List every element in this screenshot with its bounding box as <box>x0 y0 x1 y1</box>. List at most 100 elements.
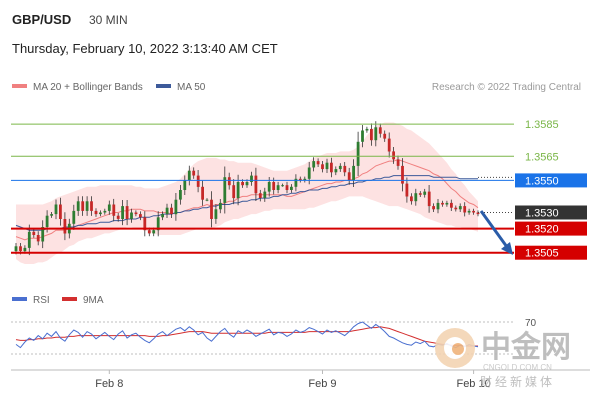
timeframe-label: 30 MIN <box>89 13 128 27</box>
candle <box>210 191 213 228</box>
candle <box>276 181 280 194</box>
candle <box>303 176 307 183</box>
level-label-support: 1.3520 <box>525 224 559 236</box>
candle <box>356 131 360 176</box>
ma50-legend-swatch <box>156 84 171 88</box>
datetime-label: Thursday, February 10, 2022 3:13:40 AM C… <box>12 41 278 56</box>
candlestick-layer <box>14 121 480 256</box>
ma20-legend-label: MA 20 + Bollinger Bands <box>33 82 143 93</box>
candle <box>27 224 31 256</box>
x-axis-ticks: Feb 8 Feb 9 Feb 10 <box>95 370 491 390</box>
rsi-line <box>15 321 479 349</box>
candle <box>41 220 45 249</box>
level-label-current: 1.3530 <box>525 208 559 220</box>
candle <box>103 208 107 215</box>
candle <box>139 211 142 221</box>
price-level-layer: 1.3585 1.3565 1.3550 1.3530 1.3520 1.3505 <box>11 119 587 260</box>
rsi-legend-swatch <box>12 297 27 301</box>
candle <box>361 125 364 148</box>
candle <box>205 198 209 202</box>
candle <box>250 171 253 186</box>
candle <box>254 167 258 201</box>
level-label-pivot: 1.3550 <box>525 175 559 187</box>
candle <box>330 157 333 178</box>
candle <box>294 174 298 192</box>
candle <box>432 203 435 212</box>
candle <box>410 193 413 205</box>
candle <box>121 200 124 226</box>
candle <box>374 121 378 147</box>
candle <box>90 196 93 216</box>
rsi-legend-label: RSI <box>33 295 50 306</box>
x-tick-label: Feb 10 <box>456 378 490 390</box>
level-tag-support <box>515 245 587 260</box>
level-label-resistance: 1.3585 <box>525 119 559 131</box>
candle <box>183 175 187 195</box>
candle <box>125 200 129 226</box>
watermark-tagline: 财经新媒体 <box>480 374 555 389</box>
level-tag-pivot <box>515 173 587 188</box>
candle <box>441 200 444 207</box>
ma50-legend-label: MA 50 <box>177 82 206 93</box>
cngold-watermark: 中金网 CNGOLD.COM.CN 财经新媒体 <box>435 328 571 389</box>
candle <box>165 203 169 218</box>
candle <box>143 211 147 237</box>
candle <box>392 147 395 164</box>
candle <box>383 130 387 142</box>
rsi-tick-label: 70 <box>525 318 537 329</box>
rsi-ma-legend-swatch <box>62 297 77 301</box>
candle <box>236 174 240 206</box>
level-tag-current <box>515 205 587 220</box>
level-label-resistance: 1.3565 <box>525 151 559 163</box>
candle <box>227 172 231 190</box>
candle <box>156 211 160 237</box>
candle <box>112 198 116 222</box>
candle <box>405 177 409 203</box>
level-label-support: 1.3505 <box>525 248 559 260</box>
candle <box>298 176 302 183</box>
candle <box>263 187 267 202</box>
candle <box>214 204 218 224</box>
candle <box>472 208 475 215</box>
moving-average-layer <box>15 158 479 241</box>
rsi-panel: 70 <box>11 318 537 355</box>
ma50-line <box>15 175 478 231</box>
candle <box>179 185 182 205</box>
candle <box>476 210 480 217</box>
candle <box>196 170 200 193</box>
candle <box>436 199 440 214</box>
candle <box>418 191 422 197</box>
candle <box>134 210 138 217</box>
candle <box>59 197 62 226</box>
candle <box>281 183 284 187</box>
forecast-arrow <box>479 210 513 255</box>
candle <box>325 158 329 173</box>
candle <box>85 196 89 216</box>
candle <box>316 158 320 167</box>
candle <box>223 166 227 214</box>
candle <box>32 229 36 238</box>
candle <box>63 212 67 241</box>
watermark-url: CNGOLD.COM.CN <box>483 363 552 372</box>
candle <box>290 184 293 193</box>
candle <box>454 205 458 212</box>
candle <box>174 193 178 221</box>
candle <box>170 203 173 218</box>
candle <box>387 132 391 158</box>
candle <box>219 199 222 214</box>
candle <box>72 204 76 230</box>
candle <box>76 196 80 216</box>
candle <box>427 185 431 213</box>
candle <box>258 189 262 202</box>
candle <box>458 203 462 212</box>
candle <box>116 213 120 222</box>
candle <box>192 167 196 179</box>
candle <box>50 212 53 218</box>
candle <box>414 188 418 206</box>
candle <box>187 165 191 186</box>
candle <box>347 167 351 185</box>
candle <box>445 200 449 207</box>
x-tick-label: Feb 9 <box>308 378 336 390</box>
bollinger-band-layer <box>16 122 478 264</box>
candle <box>36 231 40 246</box>
